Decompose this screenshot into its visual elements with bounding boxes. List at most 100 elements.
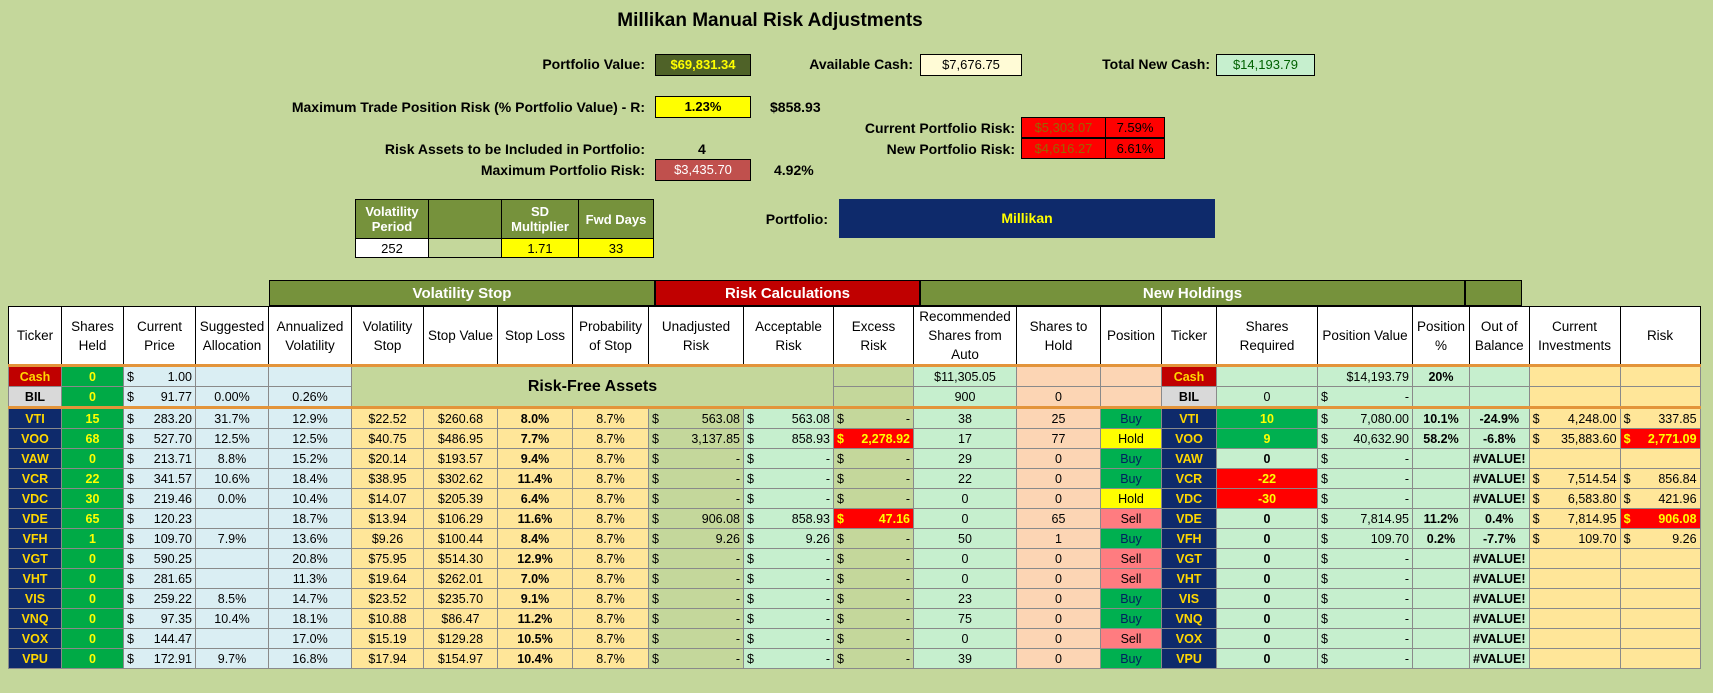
current-price-cell: $120.23	[123, 508, 196, 529]
current-investments-cell: $7,814.95	[1528, 508, 1621, 529]
shares-held-cell[interactable]: 0	[61, 608, 124, 629]
excess-risk-cell: $ -	[833, 568, 914, 589]
acceptable-risk-cell: $ -	[743, 468, 834, 489]
shares-to-hold-cell: 0	[1016, 568, 1101, 589]
volatility-stop-cell: $23.52	[351, 588, 424, 609]
shares-held-cell[interactable]: 0	[61, 448, 124, 469]
suggested-allocation-cell	[195, 508, 269, 529]
shares-required-cell: 0	[1216, 528, 1318, 549]
suggested-allocation-cell	[195, 548, 269, 569]
excess-risk-cell: $ -	[833, 528, 914, 549]
ticker2-cell: VOO	[1161, 428, 1217, 449]
acceptable-risk-cell: $ -	[743, 628, 834, 649]
volatility-stop-cell: $17.94	[351, 648, 424, 669]
param-sd-multiplier[interactable]: 1.71	[501, 238, 579, 258]
param-volatility-period[interactable]: 252	[355, 238, 429, 258]
current-price-cell: $219.46	[123, 488, 196, 509]
current-price-cell: $91.77	[123, 386, 196, 408]
annualized-volatility-cell: 16.8%	[268, 648, 352, 669]
suggested-allocation-cell: 8.5%	[195, 588, 269, 609]
shares-to-hold-cell: 0	[1016, 608, 1101, 629]
annualized-volatility-cell: 0.26%	[268, 386, 352, 408]
position-value-cell: $ -	[1317, 468, 1413, 489]
unadjusted-risk-cell: $ -	[648, 568, 744, 589]
portfolio-name[interactable]: Millikan	[839, 199, 1215, 238]
position-value-cell: $ -	[1317, 648, 1413, 669]
shares-held-cell[interactable]: 0	[61, 386, 124, 408]
position-value-cell: $ -	[1317, 628, 1413, 649]
position-cell: Hold	[1100, 428, 1162, 449]
out-of-balance-cell: #VALUE!	[1469, 588, 1530, 609]
recommended-shares-cell: 22	[913, 468, 1017, 489]
shares-held-cell[interactable]: 30	[61, 488, 124, 509]
position-value-cell: $7,814.95	[1317, 508, 1413, 529]
annualized-volatility-cell: 11.3%	[268, 568, 352, 589]
total-new-cash-cell[interactable]: $14,193.79	[1216, 54, 1315, 76]
acceptable-risk-cell: $ -	[743, 648, 834, 669]
shares-held-cell[interactable]: 0	[61, 364, 124, 387]
shares-held-cell[interactable]: 0	[61, 628, 124, 649]
shares-held-cell[interactable]: 1	[61, 528, 124, 549]
ticker-cell: VFH	[8, 528, 62, 549]
shares-held-cell[interactable]: 0	[61, 588, 124, 609]
param-header-fwd-days: Fwd Days	[578, 199, 654, 239]
risk-free-assets-label: Risk-Free Assets	[351, 364, 834, 408]
stop-loss-cell: 10.5%	[497, 628, 573, 649]
probability-of-stop-cell: 8.7%	[572, 508, 649, 529]
annualized-volatility-cell: 15.2%	[268, 448, 352, 469]
shares-required-cell: -30	[1216, 488, 1318, 509]
available-cash-cell[interactable]: $7,676.75	[920, 54, 1022, 76]
position-value-cell: $ -	[1317, 448, 1413, 469]
shares-held-cell[interactable]: 65	[61, 508, 124, 529]
ticker2-cell: VCR	[1161, 468, 1217, 489]
ticker-cell: VOX	[8, 628, 62, 649]
current-price-cell: $97.35	[123, 608, 196, 629]
position-value-cell: $14,193.79	[1317, 364, 1413, 387]
table-row: VDE 65 $120.23 18.7% $13.94 $106.29 11.6% 8.7% $…	[8, 508, 1701, 529]
recommended-shares-cell: 0	[913, 548, 1017, 569]
shares-held-cell[interactable]: 0	[61, 548, 124, 569]
portfolio-value-cell[interactable]: $69,831.34	[655, 54, 751, 76]
column-header-volatility-stop-5: Volatility Stop	[351, 306, 424, 366]
acceptable-risk-cell: $858.93	[743, 428, 834, 449]
column-header-stop-loss-7: Stop Loss	[497, 306, 573, 366]
current-investments-cell: $7,514.54	[1528, 468, 1621, 489]
acceptable-risk-cell: $ -	[743, 568, 834, 589]
shares-held-cell[interactable]: 0	[61, 648, 124, 669]
shares-required-cell	[1216, 364, 1318, 387]
current-investments-cell: $109.70	[1528, 528, 1621, 549]
new-portfolio-risk-pct[interactable]: 6.61%	[1105, 138, 1165, 159]
stop-value-cell: $129.28	[423, 628, 498, 649]
current-price-cell: $527.70	[123, 428, 196, 449]
max-portfolio-risk-cell[interactable]: $3,435.70	[655, 159, 751, 181]
current-investments-cell: $35,883.60	[1528, 428, 1621, 449]
max-trade-risk-label: Maximum Trade Position Risk (% Portfolio…	[291, 99, 645, 115]
ticker-cell: VCR	[8, 468, 62, 489]
position-pct-cell: 10.1%	[1412, 406, 1470, 429]
position-value-cell: $ -	[1317, 568, 1413, 589]
param-fwd-days[interactable]: 33	[578, 238, 654, 258]
shares-held-cell[interactable]: 15	[61, 406, 124, 429]
current-portfolio-risk-pct[interactable]: 7.59%	[1105, 117, 1165, 138]
current-portfolio-risk-amount[interactable]: $5,303.07	[1021, 117, 1106, 138]
max-trade-risk-cell[interactable]: 1.23%	[655, 96, 751, 118]
shares-held-cell[interactable]: 0	[61, 568, 124, 589]
current-price-cell: $341.57	[123, 468, 196, 489]
new-portfolio-risk-amount[interactable]: $4,616.27	[1021, 138, 1106, 159]
unadjusted-risk-cell: $ -	[648, 628, 744, 649]
volatility-stop-cell: $14.07	[351, 488, 424, 509]
volatility-stop-cell: $15.19	[351, 628, 424, 649]
ticker-cell: VPU	[8, 648, 62, 669]
unadjusted-risk-cell: $ -	[648, 448, 744, 469]
shares-held-cell[interactable]: 68	[61, 428, 124, 449]
volatility-stop-cell: $40.75	[351, 428, 424, 449]
shares-held-cell[interactable]: 22	[61, 468, 124, 489]
probability-of-stop-cell: 8.7%	[572, 448, 649, 469]
unadjusted-risk-cell: $ -	[648, 468, 744, 489]
suggested-allocation-cell	[195, 568, 269, 589]
table-row: VFH 1 $109.70 7.9% 13.6% $9.26 $100.44 8.4% 8.7%…	[8, 528, 1701, 549]
probability-of-stop-cell: 8.7%	[572, 648, 649, 669]
acceptable-risk-cell: $ -	[743, 548, 834, 569]
shares-to-hold-cell: 0	[1016, 386, 1101, 408]
annualized-volatility-cell: 12.9%	[268, 406, 352, 429]
